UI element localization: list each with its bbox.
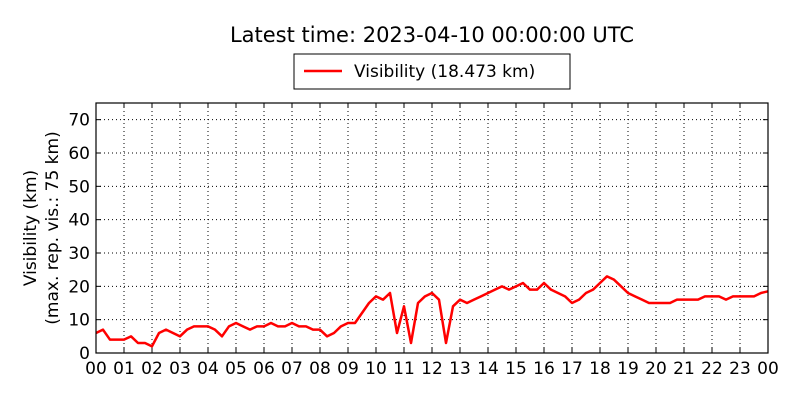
x-tick-label: 15	[505, 359, 527, 379]
y-tick-label: 40	[68, 211, 90, 231]
y-tick-label: 20	[68, 277, 90, 297]
y-tick-label: 70	[68, 111, 90, 131]
y-tick-label: 0	[79, 344, 90, 364]
x-tick-label: 20	[645, 359, 667, 379]
x-tick-label: 23	[729, 359, 751, 379]
y-axis-label: (max. rep. vis.: 75 km)	[43, 131, 63, 324]
plot-frame	[95, 102, 769, 354]
y-tick-label: 10	[68, 311, 90, 331]
x-tick-label: 18	[589, 359, 611, 379]
x-tick-label: 17	[561, 359, 583, 379]
legend-label: Visibility (18.473 km)	[354, 62, 535, 82]
y-tick-label: 60	[68, 144, 90, 164]
x-tick-label: 21	[673, 359, 695, 379]
x-tick-label: 04	[197, 359, 219, 379]
x-tick-label: 05	[225, 359, 247, 379]
data-line	[95, 275, 769, 348]
x-tick-label: 07	[281, 359, 303, 379]
y-axis-label: Visibility (km)	[21, 170, 41, 286]
x-tick-label: 11	[393, 359, 415, 379]
x-tick-label: 16	[533, 359, 555, 379]
x-tick-label: 00	[757, 359, 779, 379]
x-tick-label: 00	[85, 359, 107, 379]
x-tick-label: 09	[337, 359, 359, 379]
x-tick-label: 02	[141, 359, 163, 379]
x-tick-label: 14	[477, 359, 499, 379]
y-tick-label: 50	[68, 177, 90, 197]
x-tick-label: 19	[617, 359, 639, 379]
x-tick-label: 10	[365, 359, 387, 379]
x-tick-label: 22	[701, 359, 723, 379]
x-tick-label: 13	[449, 359, 471, 379]
x-tick-label: 06	[253, 359, 275, 379]
x-tick-label: 08	[309, 359, 331, 379]
x-tick-label: 03	[169, 359, 191, 379]
x-tick-label: 12	[421, 359, 443, 379]
x-tick-label: 01	[113, 359, 135, 379]
y-tick-label: 30	[68, 244, 90, 264]
chart-title: Latest time: 2023-04-10 00:00:00 UTC	[230, 23, 634, 47]
